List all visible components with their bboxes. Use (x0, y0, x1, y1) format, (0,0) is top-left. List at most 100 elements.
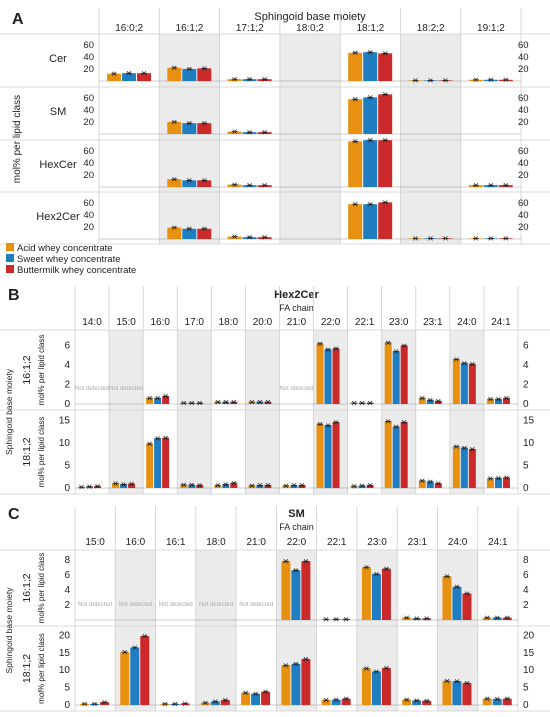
shaded-column (109, 330, 144, 494)
p1r0c11-bar-0 (452, 359, 460, 404)
a-r1c4-bar-0 (348, 99, 363, 134)
a-r3c1-marker-0 (172, 225, 177, 230)
a-r0c2-marker-0 (232, 76, 237, 82)
a-r2c2-marker-0 (232, 182, 237, 187)
p2r0c7-marker-2 (384, 566, 389, 572)
p1r1c6-bar-0 (282, 485, 290, 488)
p1r1c10-bar-0 (418, 480, 426, 488)
p1r1c8-bar-0 (350, 486, 358, 488)
p2r1c9-bar-2 (462, 683, 472, 705)
p1r1c9-marker-1 (393, 424, 399, 430)
p1r0c8-marker-1 (359, 400, 365, 406)
category-label: 21:0 (287, 317, 307, 328)
a-r1c1-bar-2 (197, 123, 212, 134)
y-tick-left: 60 (83, 40, 94, 51)
p1r1c12-bar-2 (502, 477, 510, 488)
a-r3c1-bar-2 (197, 228, 212, 239)
p2r1c2-bar-2 (180, 703, 190, 705)
p1r0c11-bar-1 (460, 363, 468, 404)
category-label: 18:0 (219, 317, 239, 328)
a-r1c2-marker-1 (247, 129, 252, 135)
p1r1c6-bar-2 (298, 485, 306, 488)
legend-swatch (6, 265, 14, 273)
p1r0c4-bar-1 (222, 402, 230, 404)
p1r1c4-marker-0 (215, 483, 221, 488)
a-r0c5-marker-1 (428, 78, 433, 83)
p2r0c5-bar-2 (301, 561, 311, 620)
y-tick-left: 40 (83, 210, 94, 221)
p1r0c4-marker-0 (215, 399, 221, 405)
panel-letter: C (8, 506, 20, 523)
p1r1c2-marker-1 (155, 436, 160, 441)
a-r3c2-bar-1 (242, 237, 257, 239)
a-r0c1-bar-2 (197, 68, 212, 81)
a-r0c0-bar-2 (137, 73, 151, 81)
p1r0c10-bar-0 (418, 398, 426, 404)
p1r0c5-marker-1 (257, 399, 263, 405)
row-sublabel: mol% per lipid class (37, 335, 46, 406)
p1r0c4-bar-0 (214, 402, 222, 404)
a-r0c0-bar-0 (107, 73, 121, 81)
y-tick-left: 20 (83, 64, 94, 75)
p1r1c4-bar-1 (222, 484, 230, 488)
p2r0c8-marker-2 (424, 616, 429, 621)
y-tick-right: 4 (523, 360, 529, 371)
p2r1c7-marker-1 (374, 669, 379, 674)
category-label: 22:0 (321, 317, 341, 328)
p2r1c1-marker-1 (132, 645, 138, 650)
p1r1c5-bar-1 (256, 485, 264, 488)
p2r0c8-marker-0 (404, 615, 409, 620)
p2r1c3-bar-1 (210, 701, 220, 705)
y-tick-right: 10 (523, 438, 535, 449)
p1r0c12-bar-1 (494, 399, 502, 404)
y-axis-label: Sphingoid base moiety (4, 587, 14, 674)
p2r1c0-marker-2 (102, 699, 107, 705)
p2r1c9-marker-1 (454, 679, 460, 684)
row-label: HexCer (39, 159, 77, 171)
p2r0c7-bar-2 (381, 568, 391, 620)
p1r0c11-marker-2 (470, 361, 475, 367)
row-label: 16:1;2 (21, 355, 33, 384)
p2r1c10-marker-1 (494, 696, 500, 702)
y-tick-right: 15 (523, 416, 535, 427)
a-r0c5-marker-2 (443, 78, 448, 83)
p1r1c6-marker-0 (283, 483, 289, 488)
p2r0c10-marker-1 (494, 615, 500, 620)
category-label: 23:1 (423, 317, 443, 328)
y-tick-right: 60 (518, 40, 529, 51)
a-r2c6-marker-0 (473, 182, 479, 188)
p2r1c10-bar-2 (502, 698, 512, 705)
y-axis-label: mol% per lipid class (12, 95, 23, 183)
p1r0c2-marker-0 (147, 395, 152, 401)
a-r0c1-bar-1 (182, 69, 197, 81)
a-r1c2-marker-2 (262, 129, 267, 135)
p1r0c12-marker-1 (496, 396, 501, 402)
y-tick-right: 40 (518, 105, 529, 116)
a-r1c1-marker-0 (172, 119, 177, 125)
p1r0c3-marker-0 (181, 400, 186, 406)
y-axis-label: Sphingoid base moiety (4, 368, 14, 455)
shaded-column (159, 34, 220, 244)
p2r1c3-bar-2 (220, 700, 230, 705)
y-tick-left: 4 (64, 360, 70, 371)
y-tick-left: 20 (83, 117, 94, 128)
a-r0c6-marker-0 (473, 77, 479, 83)
a-r0c6-marker-2 (503, 77, 509, 83)
y-tick-right: 20 (518, 222, 529, 233)
p1r1c10-bar-2 (434, 483, 442, 488)
category-label: 23:1 (408, 537, 428, 548)
a-r2c4-bar-0 (348, 141, 363, 187)
category-label: 24:1 (488, 537, 508, 548)
p1r1c12-marker-1 (496, 475, 501, 481)
p1r0c10-marker-2 (436, 398, 441, 404)
p2r0c5-bar-1 (291, 570, 301, 620)
a-r2c1-marker-1 (187, 178, 192, 183)
a-r2c2-bar-0 (227, 184, 242, 187)
y-tick-right: 60 (518, 93, 529, 104)
p1r0c5-marker-0 (249, 399, 255, 405)
a-r3c2-bar-0 (227, 236, 242, 239)
p1r0c5-marker-2 (265, 399, 271, 405)
p2r1c4-bar-1 (251, 693, 261, 705)
y-tick-left: 20 (59, 630, 71, 641)
a-r0c6-bar-2 (498, 79, 513, 81)
